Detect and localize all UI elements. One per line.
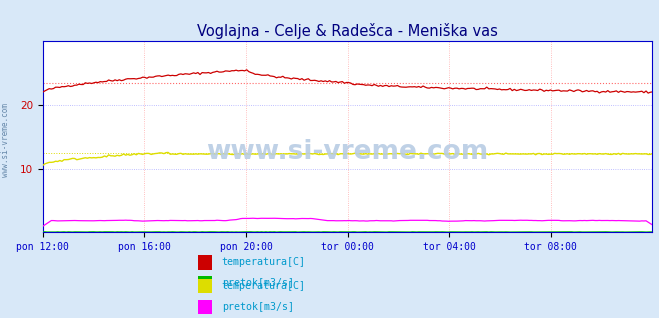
Text: www.si-vreme.com: www.si-vreme.com — [1, 103, 10, 177]
Text: temperatura[C]: temperatura[C] — [222, 281, 306, 291]
Text: temperatura[C]: temperatura[C] — [222, 257, 306, 267]
Title: Voglajna - Celje & Radešca - Meniška vas: Voglajna - Celje & Radešca - Meniška vas — [197, 23, 498, 39]
Text: pretok[m3/s]: pretok[m3/s] — [222, 278, 294, 288]
Text: pretok[m3/s]: pretok[m3/s] — [222, 302, 294, 312]
Text: www.si-vreme.com: www.si-vreme.com — [206, 139, 489, 165]
